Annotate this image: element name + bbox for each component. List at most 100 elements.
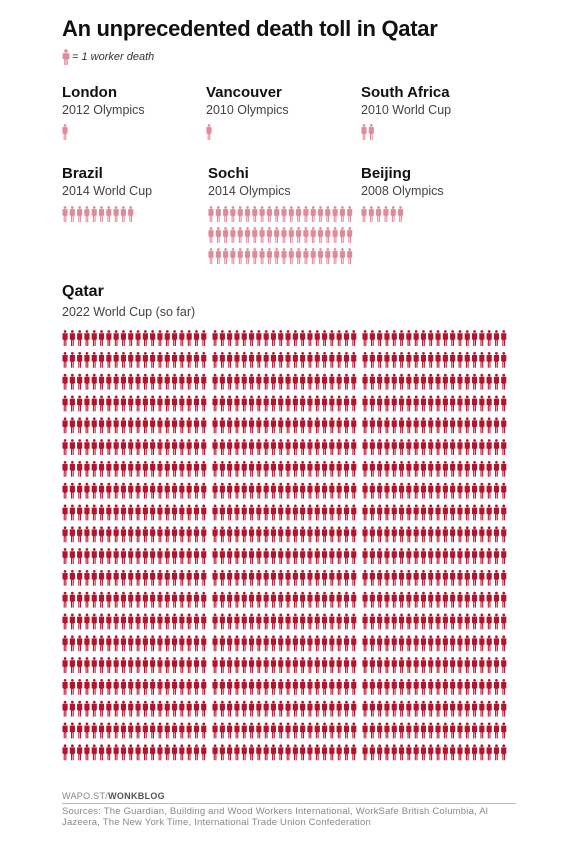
panel-name: South Africa: [361, 84, 450, 101]
worker-death-icon: [227, 657, 233, 673]
worker-death-icon: [336, 700, 342, 717]
worker-death-icon: [457, 569, 463, 586]
worker-death-icon: [128, 526, 134, 543]
worker-death-icon: [263, 504, 269, 521]
worker-death-icon: [343, 678, 350, 695]
worker-death-icon: [343, 591, 350, 608]
worker-death-icon: [278, 657, 284, 673]
worker-death-icon: [406, 569, 412, 586]
worker-death-icon: [98, 417, 105, 434]
worker-death-icon: [259, 248, 265, 264]
worker-death-icon: [241, 351, 247, 368]
worker-death-icon: [142, 417, 148, 434]
worker-death-icon: [377, 591, 383, 608]
worker-death-icon: [292, 504, 298, 521]
worker-death-icon: [106, 395, 112, 412]
worker-death-icon: [442, 504, 448, 521]
worker-death-icon: [281, 227, 287, 243]
worker-death-icon: [406, 504, 412, 521]
worker-death-icon: [285, 417, 291, 434]
worker-death-icon: [398, 569, 405, 586]
worker-death-icon: [241, 657, 247, 673]
panel-vancouver: Vancouver 2010 Olympics: [206, 84, 289, 140]
worker-death-icon: [263, 613, 269, 630]
worker-death-icon: [241, 482, 247, 499]
worker-death-icon: [84, 591, 90, 608]
worker-death-icon: [186, 504, 192, 521]
worker-death-icon: [241, 678, 247, 695]
worker-death-icon: [501, 504, 507, 521]
worker-death-icon: [300, 417, 306, 434]
worker-death-icon: [157, 613, 163, 630]
worker-death-icon: [398, 613, 405, 630]
worker-death-icon: [329, 373, 335, 390]
worker-death-icon: [457, 722, 463, 739]
worker-death-icon: [369, 569, 375, 586]
worker-death-icon: [150, 657, 156, 673]
worker-death-icon: [391, 417, 397, 434]
worker-death-icon: [98, 678, 105, 695]
worker-death-icon: [256, 569, 262, 586]
worker-death-icon: [69, 395, 75, 412]
worker-death-icon: [234, 482, 240, 499]
worker-death-icon: [179, 635, 185, 652]
worker-death-icon: [435, 548, 441, 564]
worker-death-icon: [84, 417, 90, 434]
worker-death-icon: [435, 417, 441, 434]
worker-death-icon: [186, 613, 192, 630]
worker-death-icon: [464, 526, 470, 543]
worker-death-icon: [128, 206, 134, 222]
worker-death-icon: [391, 722, 397, 739]
worker-death-icon: [317, 206, 324, 222]
worker-death-icon: [171, 460, 178, 477]
worker-death-icon: [435, 351, 441, 368]
worker-death-icon: [208, 227, 214, 243]
worker-death-icon: [428, 548, 434, 564]
worker-death-icon: [332, 248, 338, 264]
worker-death-icon: [383, 206, 389, 222]
worker-death-icon: [227, 504, 233, 521]
worker-death-icon: [186, 439, 192, 455]
worker-death-icon: [91, 635, 97, 652]
worker-death-icon: [321, 657, 328, 673]
worker-death-icon: [391, 395, 397, 412]
worker-death-icon: [450, 373, 456, 390]
worker-death-icon: [369, 635, 375, 652]
worker-death-icon: [321, 417, 328, 434]
worker-death-icon: [292, 439, 298, 455]
worker-death-icon: [270, 548, 277, 564]
worker-death-icon: [77, 504, 83, 521]
worker-death-icon: [91, 351, 97, 368]
worker-death-icon: [263, 700, 269, 717]
worker-death-icon: [292, 417, 298, 434]
worker-death-icon: [274, 206, 280, 222]
worker-death-icon: [234, 657, 240, 673]
worker-death-icon: [193, 373, 200, 390]
worker-death-icon: [336, 417, 342, 434]
worker-death-icon: [193, 460, 200, 477]
worker-death-icon: [241, 330, 247, 346]
worker-death-icon: [442, 722, 448, 739]
worker-death-icon: [457, 439, 463, 455]
worker-death-icon: [464, 569, 470, 586]
worker-death-icon: [171, 657, 178, 673]
worker-death-icon: [285, 351, 291, 368]
worker-death-icon: [248, 722, 255, 739]
worker-death-icon: [314, 613, 320, 630]
worker-death-icon: [300, 330, 306, 346]
worker-death-icon: [113, 548, 119, 564]
worker-death-icon: [442, 613, 448, 630]
worker-death-icon: [406, 700, 412, 717]
worker-death-icon: [314, 526, 320, 543]
worker-death-icon: [343, 504, 350, 521]
worker-death-icon: [98, 460, 105, 477]
worker-death-icon: [351, 373, 357, 390]
worker-death-icon: [135, 482, 141, 499]
worker-death-icon: [171, 722, 178, 739]
worker-death-icon: [329, 722, 335, 739]
worker-death-icon: [292, 678, 298, 695]
worker-death-icon: [212, 591, 218, 608]
worker-death-icon: [332, 206, 338, 222]
worker-death-icon: [270, 700, 277, 717]
worker-death-icon: [62, 417, 68, 434]
